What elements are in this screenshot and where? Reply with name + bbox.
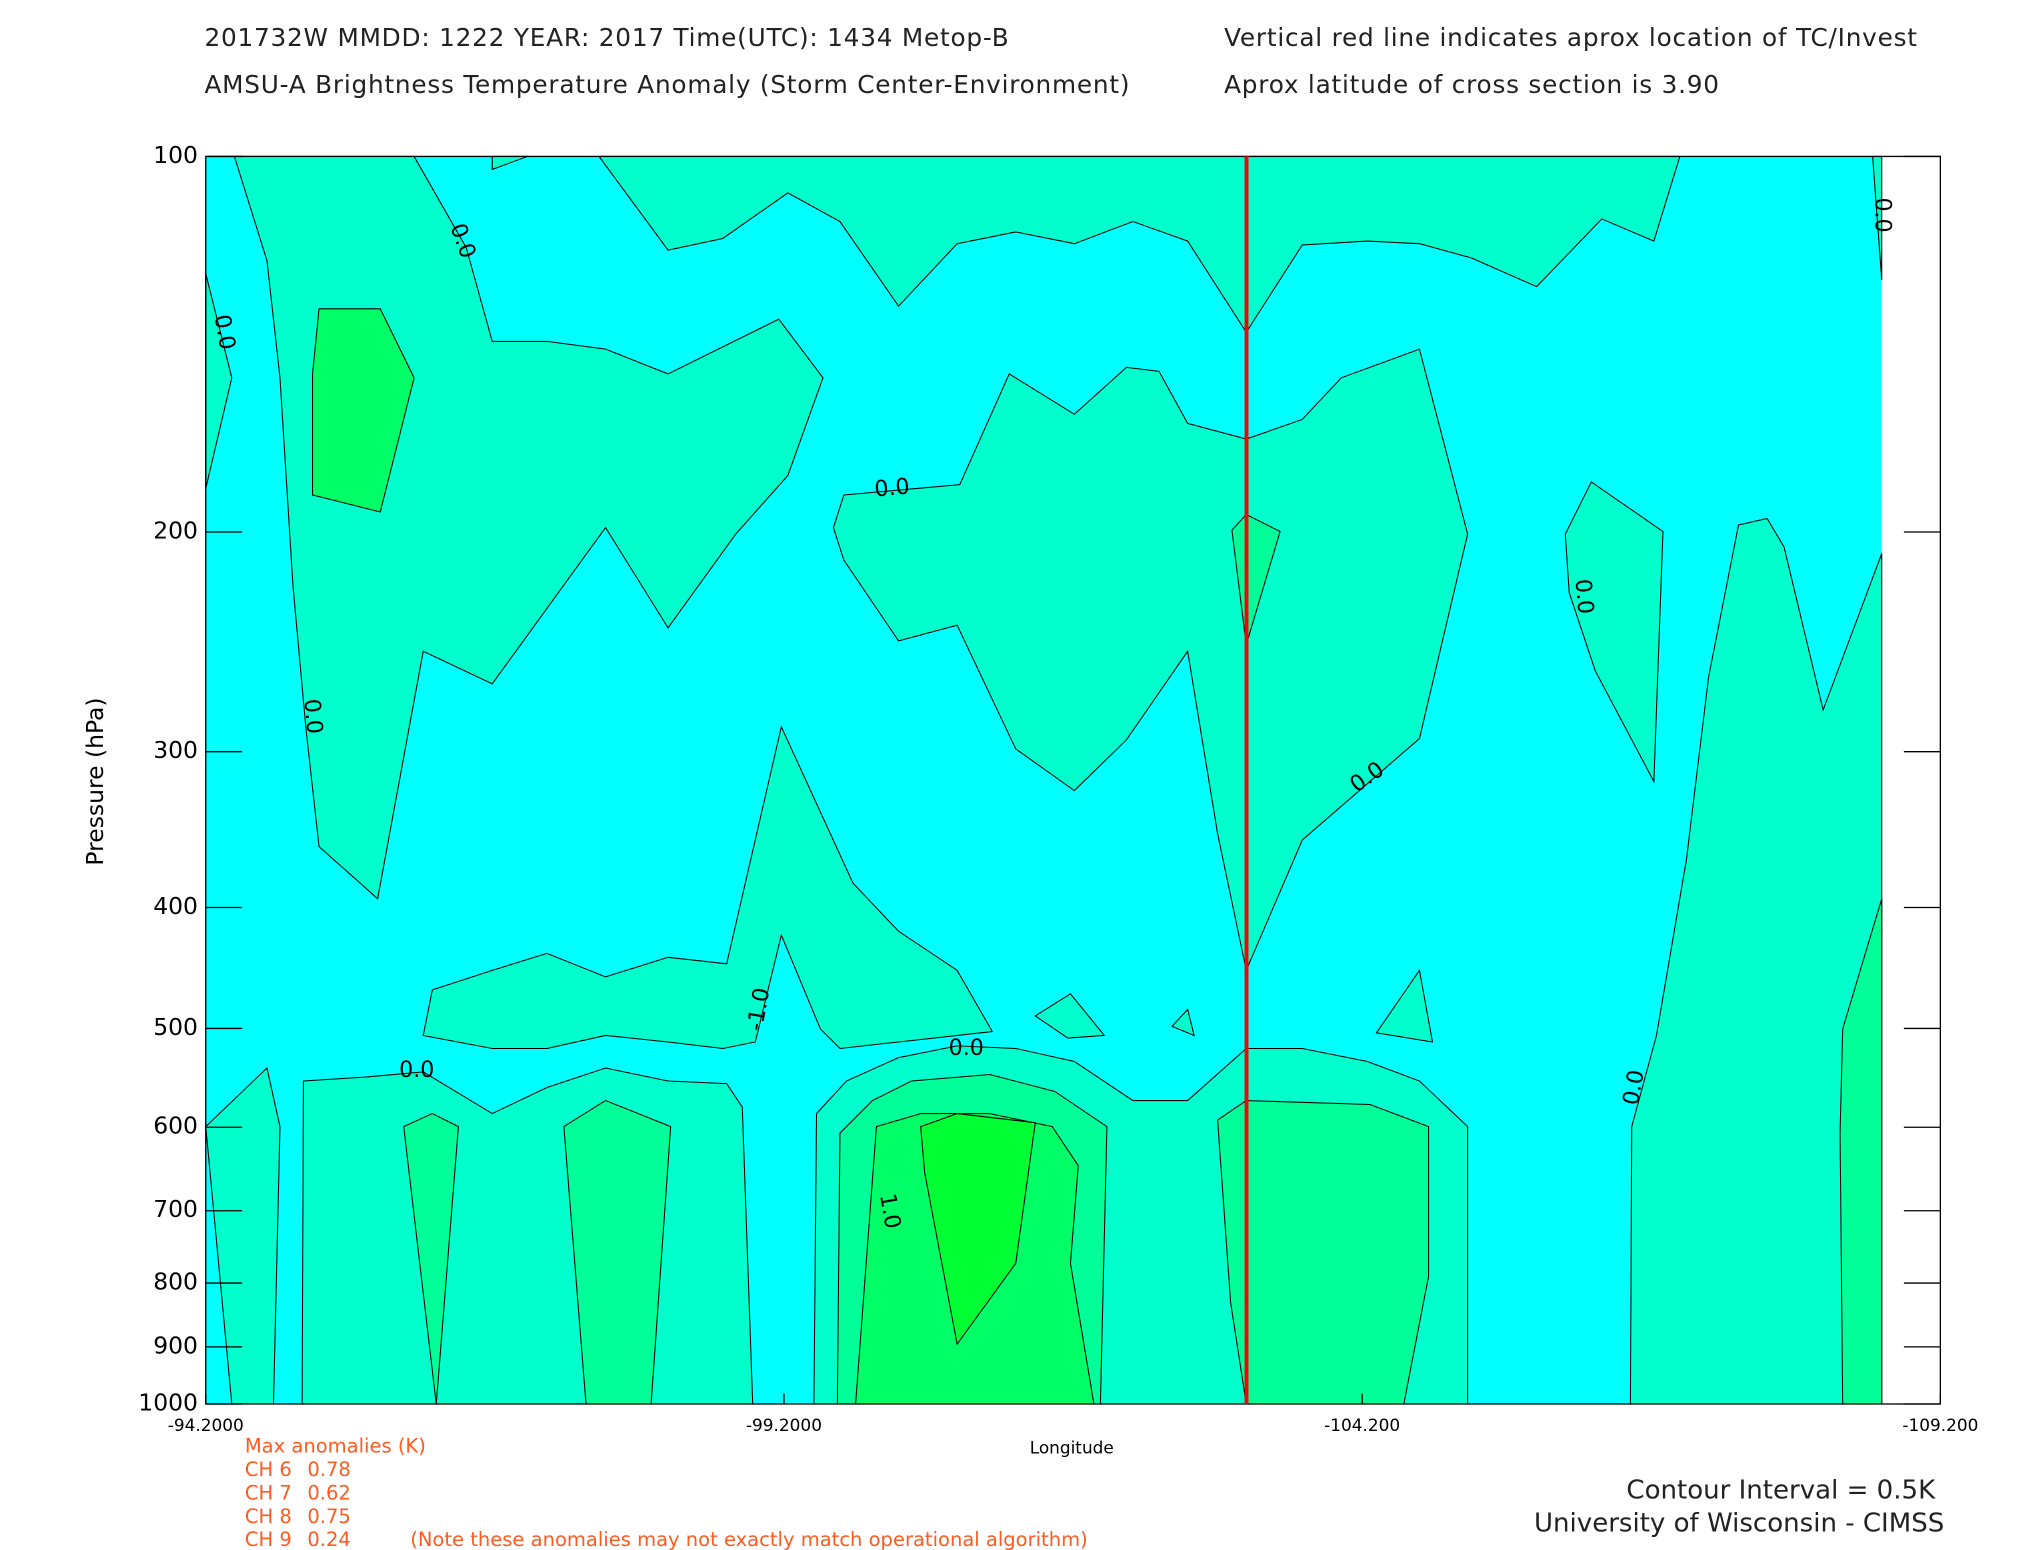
channel-name: CH 9 — [245, 1528, 292, 1550]
contour-label: 0.0 — [1618, 1068, 1650, 1107]
contour-region — [1629, 517, 1883, 1405]
channel-name: CH 8 — [245, 1505, 292, 1528]
contour-label: 0.0 — [873, 474, 910, 503]
x-tick-label: -99.2000 — [746, 1415, 822, 1435]
channel-value: 0.24 — [307, 1528, 350, 1550]
contour-region — [205, 1066, 281, 1405]
max-anomalies-note: (Note these anomalies may not exactly ma… — [410, 1528, 1088, 1550]
max-anomalies-title: Max anomalies (K) — [245, 1434, 426, 1457]
contour-label: 0.0 — [399, 1057, 434, 1083]
channel-value: 0.62 — [307, 1481, 350, 1504]
contour-region — [1375, 969, 1434, 1043]
x-axis-label: Longitude — [1030, 1437, 1114, 1457]
chart-title: 201732W MMDD: 1222 YEAR: 2017 Time(UTC):… — [204, 23, 1009, 52]
y-tick-label: 900 — [153, 1331, 198, 1359]
contour-label: 1.0 — [874, 1192, 906, 1231]
contour-region — [832, 348, 1469, 973]
channel-value: 0.75 — [307, 1505, 350, 1528]
x-tick-label: -109.200 — [1902, 1415, 1978, 1435]
y-tick-label: 300 — [153, 736, 198, 764]
y-tick-label: 1000 — [138, 1388, 198, 1416]
y-tick-label: 600 — [153, 1112, 198, 1140]
contour-region — [563, 1099, 672, 1405]
y-axis-label: Pressure (hPa) — [81, 697, 109, 865]
contour-region — [312, 308, 415, 513]
contour-region — [1034, 993, 1106, 1039]
contour-region — [1231, 513, 1281, 645]
contour-region — [1217, 1100, 1430, 1405]
contour-region — [1171, 1008, 1195, 1037]
y-tick-label: 800 — [153, 1268, 198, 1296]
annotation: Vertical red line indicates aprox locati… — [1224, 23, 1918, 52]
channel-value: 0.78 — [307, 1458, 350, 1481]
contour-region — [403, 1113, 459, 1405]
contour-label: 0.0 — [1570, 578, 1599, 615]
channel-name: CH 7 — [245, 1481, 292, 1504]
contour-field — [205, 155, 1883, 1405]
contour-label: 0.0 — [299, 698, 328, 735]
y-tick-label: 200 — [153, 516, 198, 544]
contour-region — [301, 1067, 754, 1405]
channel-name: CH 6 — [245, 1458, 292, 1481]
contour-region — [598, 155, 1681, 334]
x-tick-label: -94.2000 — [168, 1415, 244, 1435]
credit: University of Wisconsin - CIMSS — [1534, 1508, 1944, 1538]
contour-label: 0.0 — [209, 313, 241, 352]
y-tick-label: 500 — [153, 1013, 198, 1041]
y-tick-label: 700 — [153, 1195, 198, 1223]
contour-interval: Contour Interval = 0.5K — [1626, 1476, 1936, 1506]
contour-region — [920, 1113, 1036, 1346]
annotation: Aprox latitude of cross section is 3.90 — [1224, 70, 1720, 99]
plot-frame — [205, 155, 1942, 1405]
contour-region — [1564, 481, 1664, 784]
contour-label: 0.0 — [1869, 197, 1895, 232]
contour-region — [422, 725, 994, 1050]
y-tick-label: 400 — [153, 892, 198, 920]
y-tick-label: 100 — [153, 141, 198, 169]
chart-subtitle: AMSU-A Brightness Temperature Anomaly (S… — [204, 70, 1130, 99]
contour-label: 0.0 — [949, 1035, 984, 1061]
x-tick-label: -104.200 — [1324, 1415, 1400, 1435]
